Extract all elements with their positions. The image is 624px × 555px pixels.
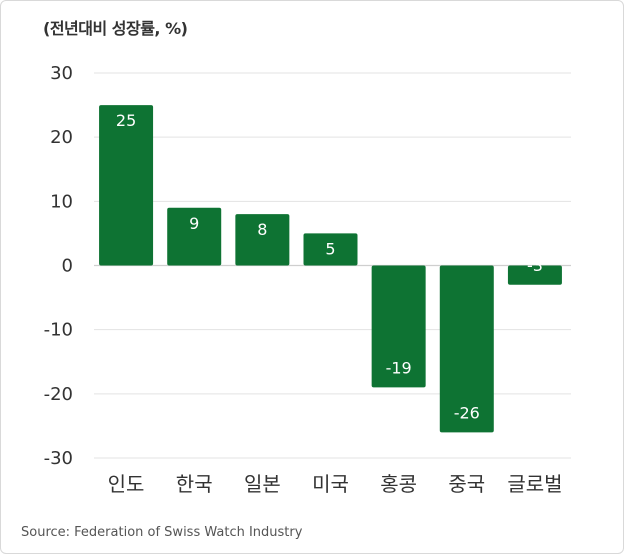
data-label: -19 [386,358,412,377]
data-label: 8 [257,220,267,239]
y-tick-label: 20 [50,127,73,148]
y-tick-label: -30 [44,448,73,469]
x-category-label: 한국 [176,472,213,496]
x-category-label: 미국 [312,472,349,496]
bar [99,105,154,266]
x-category-label: 인도 [108,472,145,496]
data-label: -26 [454,403,480,422]
unit-label: (전년대비 성장률, %) [43,19,188,38]
bar [371,265,426,388]
y-tick-label: 0 [62,256,73,277]
y-tick-label: 10 [50,191,73,212]
x-category-label: 일본 [244,472,281,496]
bar [507,265,562,285]
y-tick-label: 30 [50,63,73,84]
y-tick-label: -10 [44,320,73,341]
source-note: Source: Federation of Swiss Watch Indust… [21,525,303,540]
data-label: 25 [116,111,136,130]
data-label: 5 [325,239,335,258]
x-category-label: 중국 [448,472,485,496]
x-category-label: 글로벌 [507,472,562,496]
y-tick-label: -20 [44,384,73,405]
bar [167,207,222,266]
bar [439,265,494,433]
data-label: 9 [189,214,199,233]
x-category-label: 홍콩 [380,472,417,496]
data-label: -3 [527,256,543,275]
bar [303,233,358,266]
bar [235,214,290,266]
